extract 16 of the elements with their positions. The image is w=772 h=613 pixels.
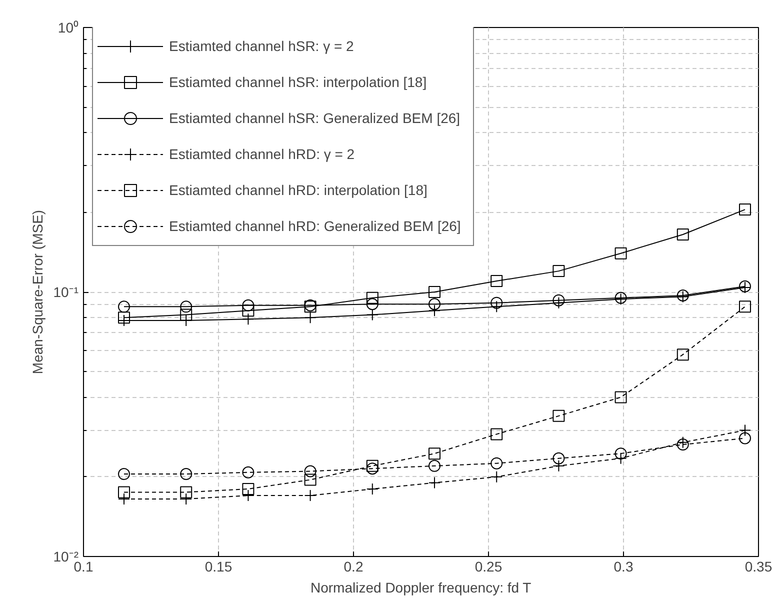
x-axis-title: Normalized Doppler frequency: fd T bbox=[310, 580, 532, 596]
legend-label: Estiamted channel hRD: interpolation [18] bbox=[169, 181, 428, 200]
x-tick-label: 0.3 bbox=[614, 558, 634, 574]
x-tick-label: 0.2 bbox=[344, 558, 364, 574]
x-tick-label: 0.25 bbox=[474, 558, 502, 574]
y-tick-label: 10⁻¹ bbox=[53, 284, 79, 300]
y-tick-label: 10⁰ bbox=[58, 20, 79, 36]
x-tick-label: 0.15 bbox=[204, 558, 232, 574]
legend-label: Estiamted channel hSR: γ = 2 bbox=[169, 37, 355, 56]
legend-label: Estiamted channel hSR: Generalized BEM [26] bbox=[169, 109, 462, 128]
x-tick-label: 0.35 bbox=[744, 558, 772, 574]
legend-label: Estiamted channel hSR: interpolation [18] bbox=[169, 73, 428, 92]
y-axis-title: Mean-Square-Error (MSE) bbox=[29, 210, 46, 374]
x-tick-label: 0.1 bbox=[74, 558, 94, 574]
legend-label: Estiamted channel hRD: Generalized BEM [26] bbox=[169, 217, 462, 236]
legend-label: Estiamted channel hRD: γ = 2 bbox=[169, 145, 356, 164]
